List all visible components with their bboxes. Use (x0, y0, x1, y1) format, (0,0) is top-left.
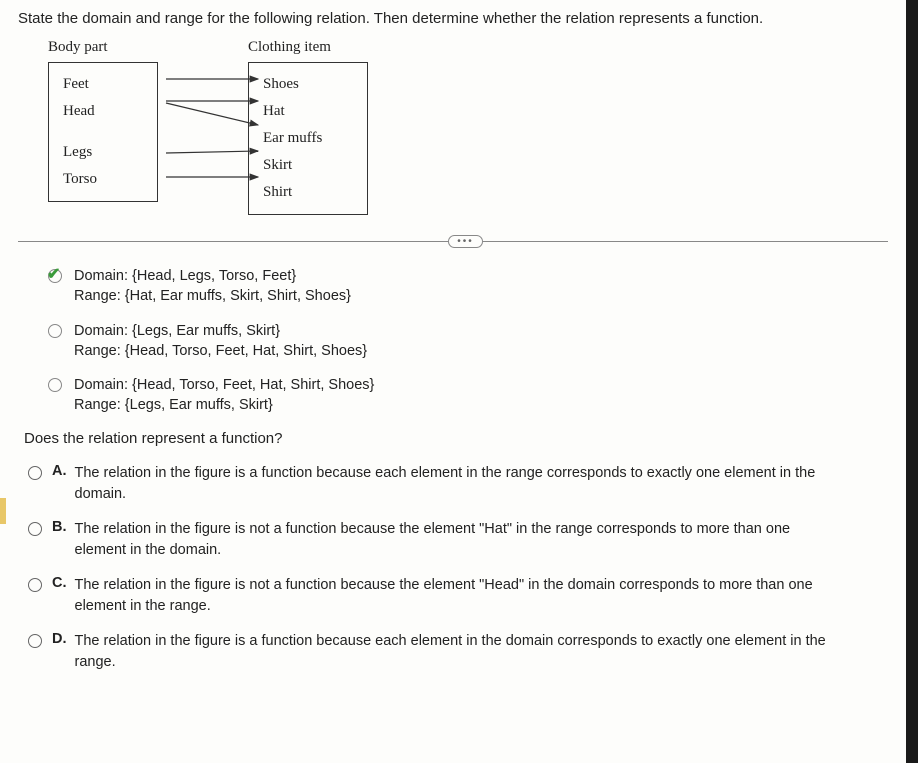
option-line: Domain: {Legs, Ear muffs, Skirt} (74, 321, 367, 341)
highlight-tab (0, 498, 6, 524)
function-options: A. The relation in the figure is a funct… (28, 463, 888, 673)
left-item: Torso (63, 166, 143, 193)
right-box: Shoes Hat Ear muffs Skirt Shirt (248, 62, 368, 215)
mc-text: The relation in the figure is not a func… (75, 575, 835, 617)
mc-text: The relation in the figure is a function… (75, 631, 835, 673)
left-item: Head (63, 98, 143, 125)
divider: ••• (18, 235, 888, 248)
right-item: Shoes (263, 71, 353, 98)
mc-option-a[interactable]: A. The relation in the figure is a funct… (28, 463, 888, 505)
option-text: Domain: {Head, Legs, Torso, Feet} Range:… (74, 266, 351, 307)
question-prompt: State the domain and range for the follo… (18, 8, 888, 29)
option-text: Domain: {Legs, Ear muffs, Skirt} Range: … (74, 321, 367, 362)
right-column: Clothing item Shoes Hat Ear muffs Skirt … (248, 39, 368, 215)
left-box: Feet Head Legs Torso (48, 62, 158, 202)
option-line: Range: {Head, Torso, Feet, Hat, Shirt, S… (74, 341, 367, 361)
mc-text: The relation in the figure is not a func… (75, 519, 835, 561)
radio-icon[interactable] (28, 634, 42, 648)
mc-label: A. (52, 463, 67, 479)
domain-range-options: Domain: {Head, Legs, Torso, Feet} Range:… (48, 266, 888, 416)
option-3[interactable]: Domain: {Head, Torso, Feet, Hat, Shirt, … (48, 375, 888, 416)
left-item: Legs (63, 139, 143, 166)
option-line: Range: {Hat, Ear muffs, Skirt, Shirt, Sh… (74, 286, 351, 306)
hr-line (483, 241, 888, 242)
right-item: Hat (263, 98, 353, 125)
right-item: Shirt (263, 179, 353, 206)
option-1[interactable]: Domain: {Head, Legs, Torso, Feet} Range:… (48, 266, 888, 307)
mc-option-c[interactable]: C. The relation in the figure is not a f… (28, 575, 888, 617)
mc-option-d[interactable]: D. The relation in the figure is a funct… (28, 631, 888, 673)
spacer (63, 125, 143, 139)
sub-question: Does the relation represent a function? (24, 430, 888, 447)
mapping-diagram: Body part Feet Head Legs Torso Clothing … (48, 39, 888, 215)
option-2[interactable]: Domain: {Legs, Ear muffs, Skirt} Range: … (48, 321, 888, 362)
option-line: Range: {Legs, Ear muffs, Skirt} (74, 395, 374, 415)
right-item: Skirt (263, 152, 353, 179)
radio-icon[interactable] (48, 269, 62, 283)
radio-icon[interactable] (28, 578, 42, 592)
right-title: Clothing item (248, 39, 368, 56)
radio-icon[interactable] (48, 324, 62, 338)
mc-option-b[interactable]: B. The relation in the figure is not a f… (28, 519, 888, 561)
mc-text: The relation in the figure is a function… (75, 463, 835, 505)
radio-icon[interactable] (48, 378, 62, 392)
left-title: Body part (48, 39, 158, 56)
right-item: Ear muffs (263, 125, 353, 152)
page: State the domain and range for the follo… (0, 0, 918, 763)
left-item: Feet (63, 71, 143, 98)
option-text: Domain: {Head, Torso, Feet, Hat, Shirt, … (74, 375, 374, 416)
mc-label: D. (52, 631, 67, 647)
radio-icon[interactable] (28, 466, 42, 480)
mc-label: C. (52, 575, 67, 591)
more-dots-icon[interactable]: ••• (448, 235, 483, 248)
option-line: Domain: {Head, Legs, Torso, Feet} (74, 266, 351, 286)
left-column: Body part Feet Head Legs Torso (48, 39, 158, 215)
hr-line (18, 241, 468, 242)
radio-icon[interactable] (28, 522, 42, 536)
option-line: Domain: {Head, Torso, Feet, Hat, Shirt, … (74, 375, 374, 395)
mc-label: B. (52, 519, 67, 535)
